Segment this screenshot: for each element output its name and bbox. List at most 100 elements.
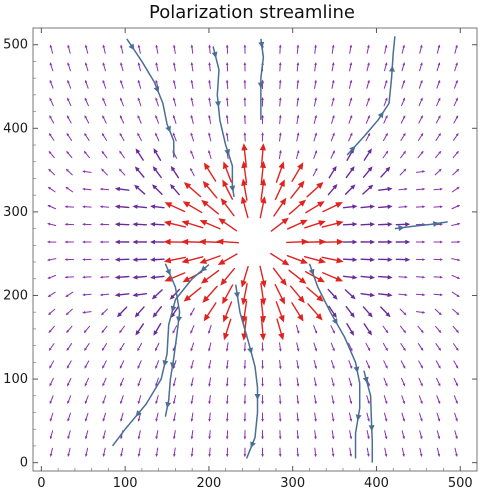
field-vector-far	[49, 412, 54, 422]
field-vector-far	[190, 395, 194, 405]
field-vector-far	[208, 447, 211, 458]
field-vector-near	[202, 285, 218, 303]
field-vector-far	[172, 79, 177, 89]
field-vector-far	[49, 360, 55, 369]
field-vector-far	[149, 222, 165, 227]
field-vector-far	[155, 97, 159, 107]
field-vector-near	[220, 267, 236, 286]
field-vector-far	[418, 79, 423, 89]
field-vector-near	[241, 160, 248, 184]
field-vector-far	[418, 395, 423, 405]
streamline-arrowhead	[258, 41, 265, 49]
field-vector-far	[454, 412, 458, 422]
field-vector-far	[120, 79, 124, 89]
field-vector-near	[321, 220, 344, 228]
field-vector-far	[82, 223, 92, 226]
field-vector-far	[436, 430, 441, 440]
field-vector-far	[190, 412, 194, 422]
field-vector-far	[400, 115, 406, 124]
field-vector-far	[82, 205, 92, 209]
field-vector-far	[453, 79, 458, 89]
field-vector-far	[278, 44, 282, 54]
field-vector-far	[137, 377, 142, 387]
field-vector-far	[348, 132, 353, 142]
field-vector-far	[451, 291, 460, 298]
field-vector-far	[82, 170, 92, 173]
field-vector-far	[399, 325, 407, 334]
field-vector-far	[225, 430, 229, 440]
field-vector-far	[137, 114, 142, 124]
field-vector-far	[313, 359, 318, 370]
field-vector-far	[313, 377, 317, 387]
field-vector-far	[243, 61, 247, 72]
field-vector-near	[259, 196, 267, 219]
field-vector-far	[382, 325, 389, 334]
y-tick-label: 100	[3, 372, 28, 387]
field-vector-far	[415, 275, 426, 279]
field-vector-far	[378, 186, 393, 192]
field-vector-far	[331, 114, 335, 124]
field-vector-far	[435, 343, 442, 352]
field-vector-far	[243, 430, 247, 440]
field-vector-far	[453, 115, 459, 124]
field-vector-far	[190, 132, 195, 142]
streamline-arrowhead	[308, 268, 315, 276]
field-vector-near	[291, 302, 304, 322]
field-vector-far	[331, 447, 335, 458]
field-vector-far	[102, 412, 107, 422]
field-vector-far	[99, 187, 110, 191]
field-vector-far	[436, 447, 441, 457]
field-vector-far	[451, 240, 461, 244]
field-vector-far	[114, 186, 130, 192]
field-vector-far	[384, 44, 388, 54]
field-vector-far	[399, 168, 407, 176]
field-vector-far	[398, 275, 408, 279]
field-vector-far	[67, 447, 71, 457]
field-vector-far	[366, 412, 370, 422]
field-vector-far	[454, 447, 458, 457]
field-vector-far	[190, 167, 195, 177]
field-vector-far	[135, 148, 144, 161]
field-vector-far	[451, 222, 461, 226]
x-tick-label: 500	[448, 476, 473, 491]
field-vector-far	[377, 239, 393, 245]
field-vector-far	[436, 79, 441, 89]
field-vector-far	[66, 343, 73, 352]
field-vector-near	[202, 180, 218, 199]
field-vector-near	[199, 255, 221, 264]
field-vector-far	[331, 430, 335, 440]
field-vector-far	[82, 311, 92, 314]
field-vector-far	[48, 150, 55, 159]
field-vector-far	[452, 150, 459, 159]
field-vector-far	[84, 360, 90, 369]
x-tick-label: 100	[113, 476, 138, 491]
field-vector-far	[401, 44, 405, 54]
field-vector-far	[172, 377, 177, 387]
field-vector-far	[296, 114, 300, 125]
field-vector-far	[225, 44, 229, 54]
field-vector-far	[119, 377, 124, 387]
field-vector-near	[223, 318, 232, 341]
field-vector-far	[296, 44, 300, 54]
field-vector-far	[279, 342, 282, 352]
field-vector-far	[419, 430, 423, 440]
field-vector-near	[270, 217, 289, 232]
field-vector-near	[199, 219, 221, 230]
field-vector-far	[331, 412, 335, 422]
field-vector-far	[132, 222, 148, 227]
field-vector-far	[67, 430, 71, 440]
field-vector-far	[342, 222, 358, 227]
field-vector-far	[82, 240, 92, 244]
field-vector-near	[321, 238, 344, 246]
field-vector-far	[47, 204, 57, 210]
field-vector-far	[243, 114, 247, 125]
field-vector-far	[137, 430, 141, 440]
field-vector-far	[383, 412, 388, 422]
field-vector-far	[330, 150, 335, 159]
field-vector-far	[366, 447, 370, 458]
field-vector-far	[365, 360, 370, 369]
field-vector-far	[66, 360, 72, 369]
field-vector-far	[134, 184, 146, 195]
field-vector-far	[101, 132, 108, 142]
